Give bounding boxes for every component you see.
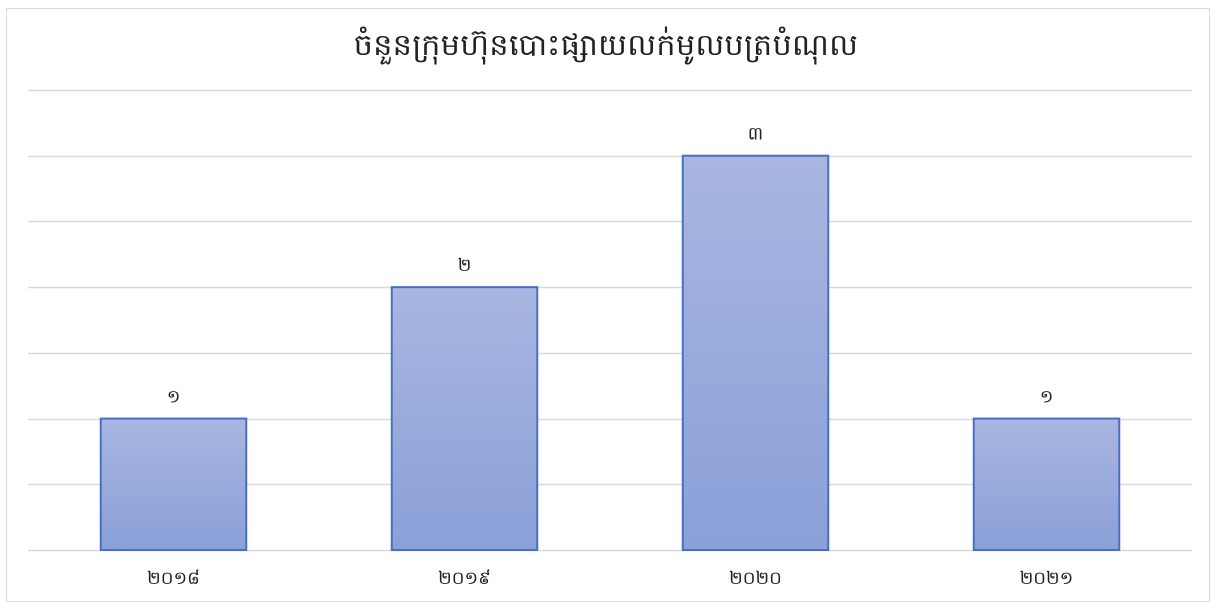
bar-2 [681, 154, 830, 551]
chart-title: ចំនួនក្រុមហ៊ុនបោះផ្សាយលក់មូលបត្របំណុល [353, 28, 859, 63]
x-tick-label-0: ២០១៨ [147, 568, 200, 589]
x-tick-label-3: ២០២១ [1020, 568, 1074, 589]
value-labels: ១ ២ ៣១ [167, 124, 1054, 408]
value-label-1: ២ [458, 255, 472, 276]
value-label-0: ១ [167, 387, 181, 408]
bar-1 [390, 286, 539, 551]
value-label-3: ១ [1040, 387, 1054, 408]
bar-0 [99, 417, 248, 552]
value-label-2: ៣ [748, 124, 763, 145]
bar-3 [972, 417, 1121, 552]
x-tick-labels: ២០១៨ ២០១៩ ២០២០ ២០២១ [147, 568, 1073, 589]
x-tick-label-2: ២០២០ [729, 568, 782, 589]
bars [99, 154, 1121, 552]
x-tick-label-1: ២០១៩ [438, 568, 491, 589]
